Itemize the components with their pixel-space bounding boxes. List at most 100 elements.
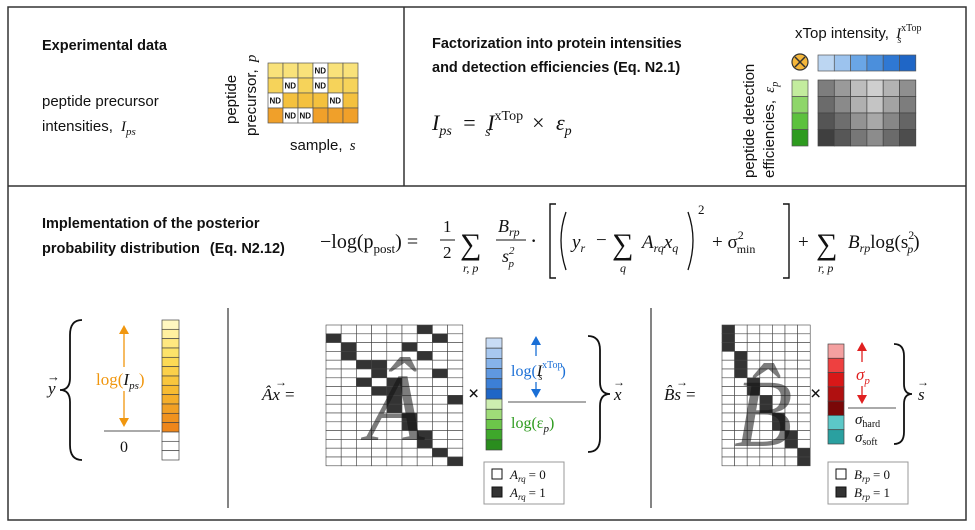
B-cell	[797, 395, 811, 405]
y-vector-arrow: →	[47, 369, 60, 384]
legend-A-row-0-sym: A	[509, 467, 518, 482]
experimental-ylabel-2-text: precursor,	[243, 69, 260, 136]
heatmap-cell	[327, 62, 344, 79]
experimental-xlabel-text: sample,	[290, 137, 343, 154]
A-cell	[325, 439, 342, 449]
x-brace	[587, 335, 611, 453]
eq-y: yr	[570, 232, 585, 255]
A-cell	[340, 421, 357, 431]
efficiency-label-1: peptide detection	[741, 64, 758, 178]
A-cell	[432, 447, 448, 458]
A-cell	[325, 324, 342, 335]
A-cell	[432, 359, 448, 370]
product-cell	[850, 129, 868, 147]
y-log-label: log(Ips)	[96, 370, 145, 392]
legend-A-row-1-sub: rq	[518, 492, 526, 502]
A-cell	[325, 359, 342, 370]
s-vec-symbol: s	[918, 385, 925, 404]
eq-dot: ·	[530, 228, 537, 253]
xtop-cell	[866, 54, 884, 72]
eq-equals: ) =	[395, 231, 418, 253]
x-cell	[485, 368, 503, 380]
A-cell	[416, 342, 433, 352]
B-cell	[759, 342, 773, 352]
A-cell	[447, 333, 464, 343]
efficiency-label-2-sub: p	[770, 82, 781, 88]
y-cell	[161, 319, 180, 330]
s-cell	[827, 429, 845, 445]
legend-A-filled-swatch	[491, 486, 503, 498]
B-cell	[797, 368, 811, 379]
legend-B: Brp = 0 Brp = 1	[827, 461, 909, 505]
A-cell	[447, 359, 464, 370]
heatmap-cell	[297, 77, 314, 94]
B-cell	[797, 377, 811, 387]
eq-log-sub: p	[906, 242, 913, 256]
B-cell	[721, 439, 735, 449]
experimental-xlabel-sym: s	[350, 138, 356, 154]
B-cell	[721, 447, 735, 458]
experimental-ylabel-1: peptide	[223, 75, 240, 124]
s-vec-arrow: →	[917, 375, 929, 389]
product-cell	[899, 79, 917, 97]
s-cell	[827, 386, 845, 402]
B-cell	[734, 342, 748, 352]
factorization-eq-eps: ε	[556, 110, 565, 135]
panel-experimental: Experimental data peptide precursor inte…	[42, 38, 359, 154]
xtop-intensity-row	[817, 54, 917, 72]
product-cell	[817, 129, 835, 147]
A-cell	[325, 456, 342, 467]
heatmap-cell	[342, 62, 359, 79]
legend-A-row-0-val: = 0	[529, 467, 546, 482]
B-cell	[746, 324, 761, 335]
y-vector-symbol: y	[46, 379, 56, 398]
B-cell	[721, 377, 735, 387]
nd-label: ND	[330, 97, 342, 106]
B-cell	[721, 395, 735, 405]
A-cell	[325, 395, 342, 405]
heatmap-cell	[267, 107, 284, 124]
B-cell	[734, 324, 748, 335]
A-cell	[340, 333, 357, 343]
s-red-label: σp	[856, 365, 870, 387]
A-matrix	[325, 324, 464, 467]
x-cell	[485, 358, 503, 369]
product-matrix	[817, 79, 917, 147]
B-cell	[721, 430, 735, 440]
A-cell	[401, 324, 418, 335]
eq-sum-2: ∑	[612, 228, 633, 261]
A-cell	[386, 333, 403, 343]
factorization-eq-eps-sub: p	[564, 124, 572, 139]
product-cell	[817, 79, 835, 97]
experimental-line1: peptide precursor	[42, 93, 159, 110]
product-cell	[882, 129, 900, 147]
legend-B-row-0-sym: B	[854, 467, 862, 482]
A-cell	[401, 333, 418, 343]
eq-paren-right	[687, 211, 694, 271]
y-cell	[161, 328, 180, 340]
x-cell	[485, 337, 503, 349]
B-cell	[721, 351, 735, 361]
B-cell	[721, 421, 735, 431]
heatmap-cell	[312, 107, 329, 124]
ax-panel: Âx = → Â × log(IxTop s) log(εp) x →	[261, 324, 625, 505]
eq-neglog-text: −log(p	[320, 231, 374, 253]
ax-lhs-x: x	[271, 385, 280, 404]
product-cell	[817, 112, 835, 130]
y-cell	[161, 366, 180, 377]
xtop-label-text: xTop intensity,	[795, 25, 889, 42]
A-cell	[340, 456, 357, 467]
eq-frac-den: s2 p	[502, 245, 515, 270]
B-cell	[784, 351, 798, 361]
ax-times: ×	[468, 383, 479, 405]
A-cell	[325, 377, 342, 387]
A-cell	[325, 412, 342, 423]
legend-B-row-1-val: = 1	[873, 485, 890, 500]
experimental-ylabel-2: precursor, p	[243, 54, 260, 136]
experimental-title: Experimental data	[42, 38, 168, 54]
x-blue-close: )	[560, 363, 565, 380]
y-cell	[161, 422, 180, 433]
A-cell	[447, 351, 464, 361]
nd-label: ND	[270, 97, 282, 106]
xtop-label: xTop intensity, IxTop s	[795, 23, 922, 46]
